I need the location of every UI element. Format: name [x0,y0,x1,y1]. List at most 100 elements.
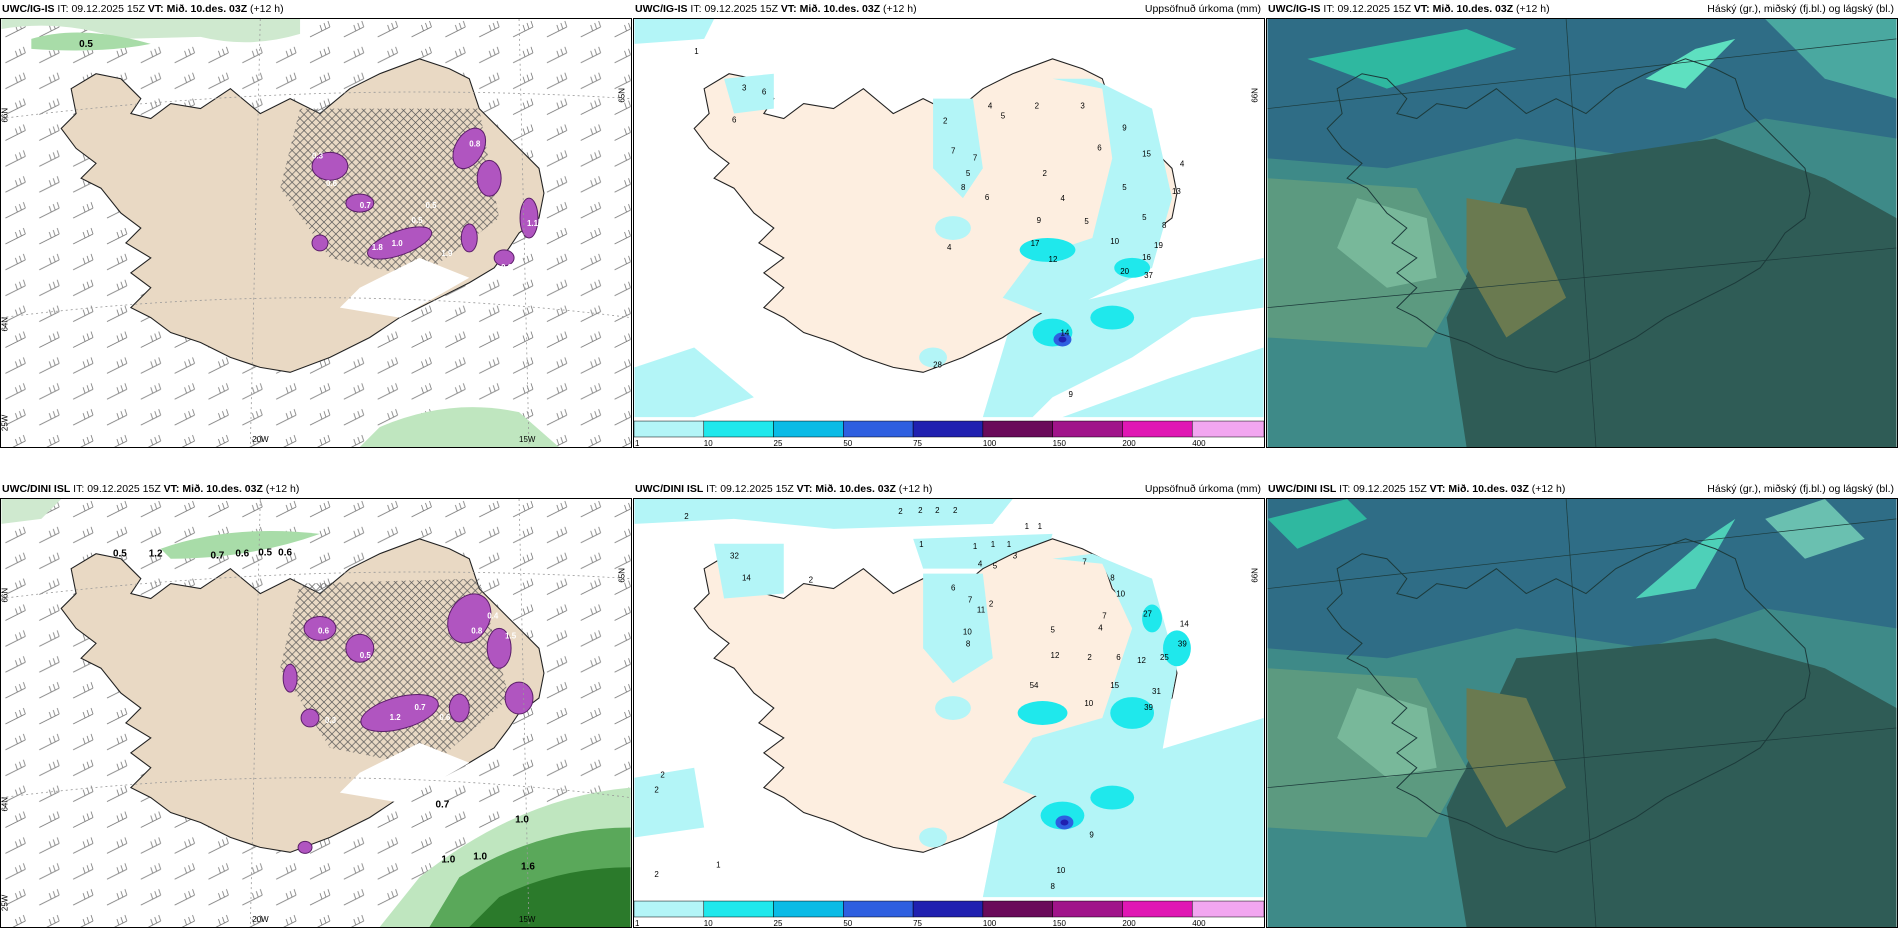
cloud-cover-map[interactable] [1266,498,1898,928]
svg-text:54: 54 [1030,681,1039,690]
svg-text:3: 3 [1080,102,1085,111]
svg-text:6: 6 [951,584,956,593]
panel-dini-wind: UWC/DINI ISL IT: 09.12.2025 15Z VT: Mið.… [0,480,632,928]
colorbar-swatches [634,900,1264,918]
svg-text:2: 2 [654,870,659,879]
svg-text:5: 5 [1084,217,1089,226]
svg-text:6: 6 [1116,653,1121,662]
svg-text:2: 2 [943,117,948,126]
graticule-labels: 66N 64N 65N 20W 15W 25W [1,88,627,444]
svg-text:12: 12 [1051,651,1060,660]
svg-text:25: 25 [774,439,783,447]
svg-text:3: 3 [742,84,747,93]
svg-text:15: 15 [1142,149,1151,158]
svg-text:1: 1 [919,540,924,549]
svg-text:66N: 66N [1251,568,1260,583]
svg-text:16: 16 [1142,253,1151,262]
svg-text:10: 10 [704,919,713,927]
svg-text:2: 2 [935,506,940,515]
svg-text:100: 100 [983,439,997,447]
svg-text:8: 8 [961,183,966,192]
svg-text:12: 12 [1049,255,1058,264]
svg-text:2: 2 [898,507,903,516]
svg-text:0.3: 0.3 [501,263,513,272]
svg-text:66N: 66N [1,108,9,123]
svg-text:5: 5 [1142,213,1147,222]
colorbar-ticks: 1 10 25 50 75 100 150 200 400 [635,919,1206,927]
svg-text:1: 1 [1025,522,1030,531]
svg-text:65N: 65N [618,88,627,103]
svg-text:2: 2 [989,599,994,608]
svg-text:75: 75 [913,919,922,927]
svg-text:1: 1 [973,542,978,551]
svg-text:25: 25 [774,919,783,927]
svg-text:1.0: 1.0 [441,854,455,865]
svg-text:0.6: 0.6 [326,179,338,188]
accumulated-precip-map[interactable]: 1 3 6 6 2 4 5 2 3 7 7 5 8 6 9 15 4 6 5 1… [633,18,1265,448]
panel-title: UWC/IG-IS IT: 09.12.2025 15Z VT: Mið. 10… [1268,3,1550,15]
wind-precip-map[interactable]: 0.6 0.4 0.8 0.5 0.7 0.3 1.5 1.2 0.6 0.5 … [0,498,632,928]
accumulated-precip-map[interactable]: 2 2 2 2 2 1 1 1 32 14 2 1 1 1 4 5 3 6 7 … [633,498,1265,928]
svg-text:1.0: 1.0 [392,239,404,248]
precip-values-black: 0.5 1.2 0.7 0.6 0.5 0.6 0.7 1.0 1.0 1.0 … [113,548,535,873]
svg-text:0.7: 0.7 [360,201,372,210]
svg-text:14: 14 [1060,329,1069,338]
svg-text:9: 9 [1122,123,1127,132]
svg-text:5: 5 [966,169,971,178]
svg-text:66N: 66N [1251,88,1260,103]
svg-text:0.5: 0.5 [412,216,424,225]
svg-text:10: 10 [1116,590,1125,599]
colorbar-swatches [634,420,1264,438]
svg-text:31: 31 [1152,687,1161,696]
svg-text:10: 10 [1056,866,1065,875]
svg-text:39: 39 [1178,639,1187,648]
precip-values-white: 0.3 0.6 0.8 0.5 1.1 0.7 0.5 1.0 1.8 1.9 … [312,139,539,271]
svg-text:15W: 15W [519,435,536,444]
svg-text:0.7: 0.7 [210,551,224,562]
svg-text:8: 8 [1110,574,1115,583]
svg-text:9: 9 [1089,830,1094,839]
svg-text:6: 6 [1097,143,1102,152]
svg-text:25W: 25W [1,414,9,431]
svg-text:5: 5 [1122,183,1127,192]
svg-text:5: 5 [1001,112,1006,121]
svg-text:6: 6 [985,193,990,202]
svg-text:14: 14 [742,574,751,583]
svg-text:0.6: 0.6 [278,548,292,559]
svg-text:0.5: 0.5 [360,651,372,660]
svg-text:2: 2 [1043,169,1048,178]
svg-text:150: 150 [1053,439,1067,447]
svg-text:0.8: 0.8 [469,139,481,148]
svg-text:32: 32 [730,552,739,561]
svg-text:20W: 20W [252,435,269,444]
panel-title: UWC/IG-IS IT: 09.12.2025 15Z VT: Mið. 10… [635,3,917,15]
cloud-cover-map[interactable] [1266,18,1898,448]
panel-subtitle: Háský (gr.), miðský (fj.bl.) og lágský (… [1707,3,1894,15]
svg-text:20: 20 [1120,267,1129,276]
svg-text:0.3: 0.3 [312,151,324,160]
svg-text:0.6: 0.6 [235,549,249,560]
precip-values: 2 2 2 2 2 1 1 1 32 14 2 1 1 1 4 5 3 6 7 … [654,506,1189,891]
svg-text:64N: 64N [1,317,9,332]
svg-text:3: 3 [1013,552,1018,561]
svg-text:0.6: 0.6 [439,713,451,722]
svg-text:1.2: 1.2 [149,549,163,560]
svg-text:1.5: 1.5 [505,631,517,640]
svg-text:2: 2 [654,786,659,795]
svg-text:0.8: 0.8 [471,626,483,635]
svg-text:1: 1 [1038,522,1043,531]
svg-text:7: 7 [1082,558,1087,567]
svg-text:1.1: 1.1 [527,219,539,228]
svg-text:7: 7 [951,146,956,155]
svg-text:1.0: 1.0 [515,814,529,825]
svg-text:5: 5 [993,562,998,571]
svg-text:400: 400 [1192,439,1206,447]
svg-text:2: 2 [1087,653,1092,662]
wind-precip-map[interactable]: 0.3 0.6 0.8 0.5 1.1 0.7 0.5 1.0 1.8 1.9 … [0,18,632,448]
svg-text:4: 4 [988,102,993,111]
panel-subtitle: Uppsöfnuð úrkoma (mm) [1144,3,1261,15]
svg-text:0.3: 0.3 [325,716,337,725]
svg-text:9: 9 [1037,216,1042,225]
svg-text:0.5: 0.5 [79,39,93,50]
svg-text:8: 8 [1162,221,1167,230]
